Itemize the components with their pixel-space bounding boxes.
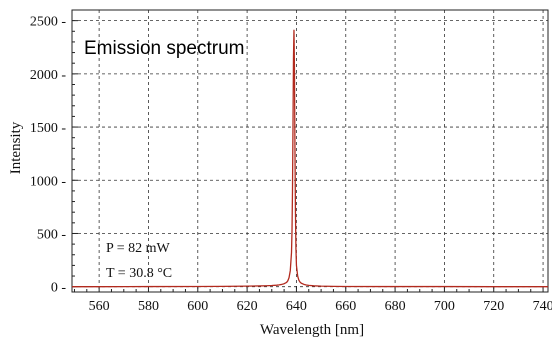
x-tick-label: 580 bbox=[138, 299, 159, 314]
x-tick-label: 640 bbox=[286, 299, 307, 314]
x-tick-label: 680 bbox=[385, 299, 406, 314]
x-tick-label: 620 bbox=[237, 299, 258, 314]
x-tick-label: 740 bbox=[533, 299, 552, 314]
x-tick-label: 720 bbox=[483, 299, 504, 314]
annotation-power: P = 82 mW bbox=[106, 241, 171, 256]
x-tick-label: 560 bbox=[89, 299, 110, 314]
y-tick-label: 500 - bbox=[37, 227, 67, 242]
series-line bbox=[72, 29, 548, 288]
plot-area bbox=[71, 9, 549, 293]
axis-ticks bbox=[72, 20, 544, 292]
series-layer bbox=[72, 29, 548, 288]
y-axis-label: Intensity bbox=[8, 121, 24, 174]
grid-lines bbox=[72, 10, 548, 292]
y-tick-label: 2500 - bbox=[30, 15, 67, 30]
y-tick-label: 1000 - bbox=[30, 174, 67, 189]
tick-labels: 560 580 600 620 640 660 680 700 720 740 0 - 500 - 10… bbox=[30, 15, 552, 314]
annotation-temperature: T = 30.8 °C bbox=[106, 266, 172, 281]
x-axis-label: Wavelength [nm] bbox=[260, 322, 364, 338]
y-tick-label: 0 - bbox=[51, 281, 67, 296]
y-tick-label: 2000 - bbox=[30, 68, 67, 83]
y-tick-label: 1500 - bbox=[30, 121, 67, 136]
x-tick-label: 600 bbox=[187, 299, 208, 314]
chart-title: Emission spectrum bbox=[84, 38, 245, 59]
x-tick-label: 700 bbox=[434, 299, 455, 314]
x-tick-label: 660 bbox=[335, 299, 356, 314]
